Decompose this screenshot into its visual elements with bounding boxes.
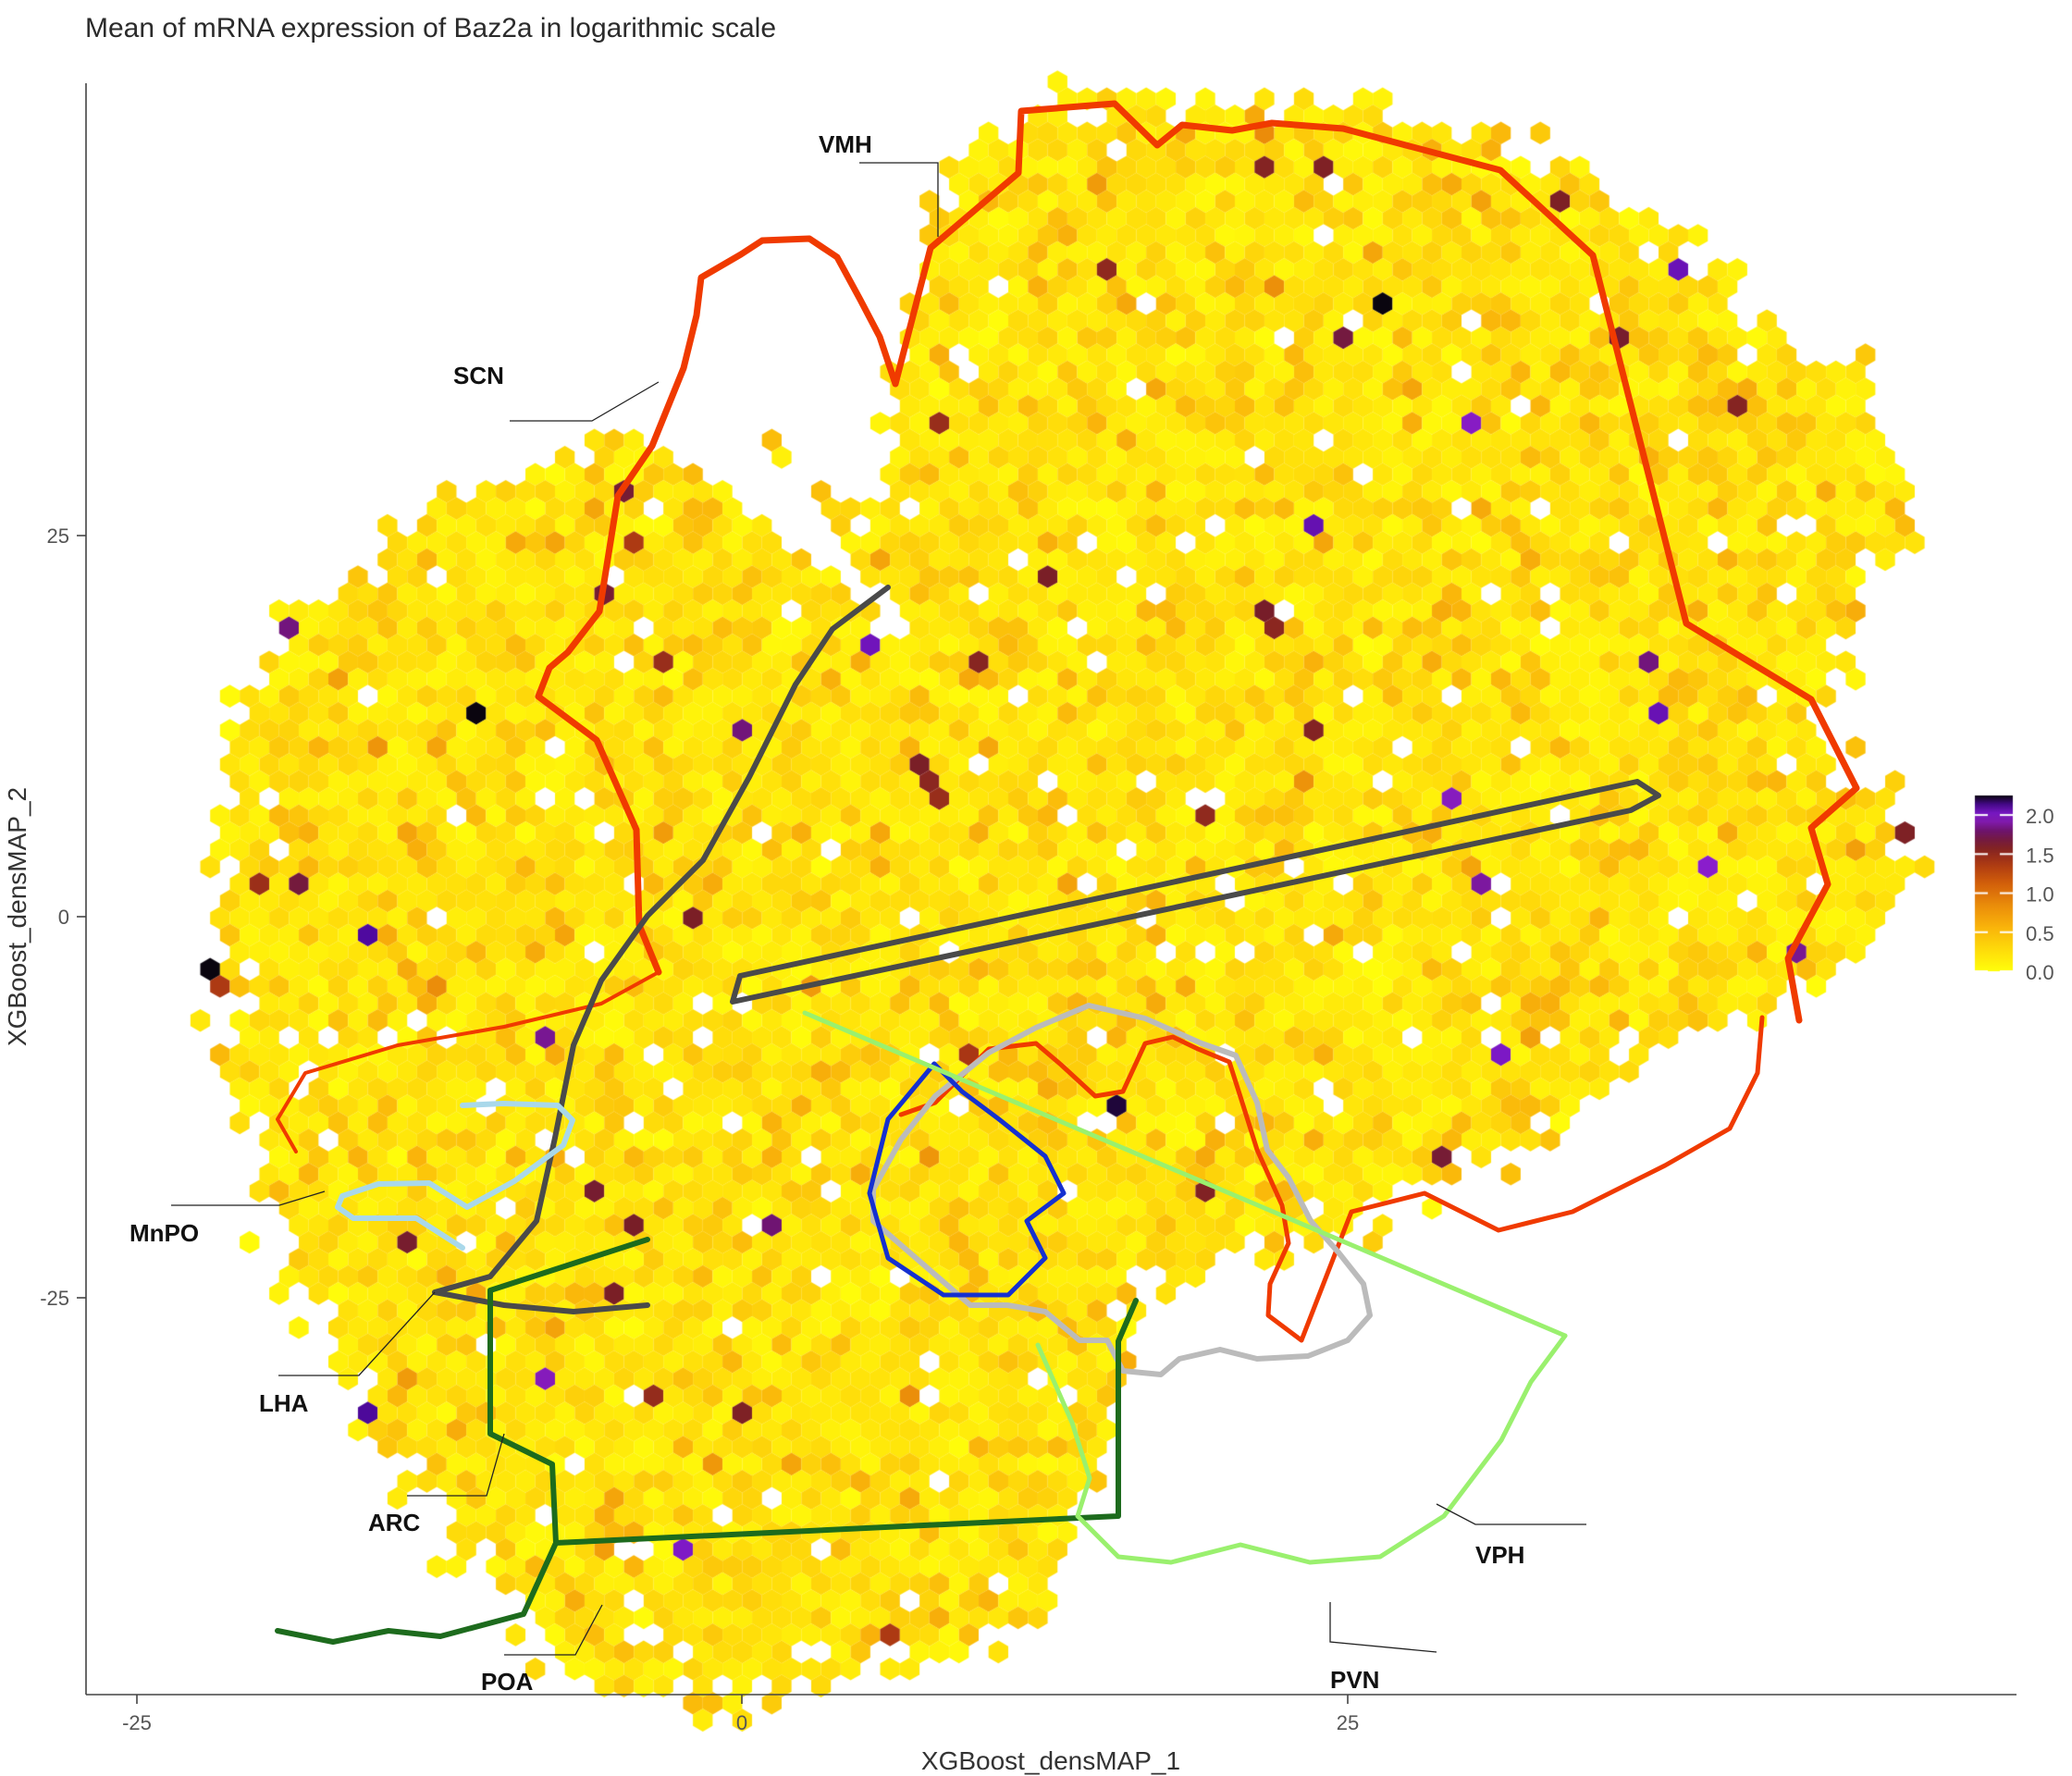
svg-text:XGBoost_densMAP_2: XGBoost_densMAP_2 bbox=[3, 787, 31, 1046]
svg-text:PVN: PVN bbox=[1330, 1666, 1379, 1694]
svg-text:0.5: 0.5 bbox=[2026, 922, 2054, 945]
svg-text:1.5: 1.5 bbox=[2026, 844, 2054, 867]
svg-text:-25: -25 bbox=[40, 1287, 69, 1310]
svg-text:VPH: VPH bbox=[1475, 1541, 1524, 1569]
svg-text:POA: POA bbox=[481, 1668, 534, 1696]
svg-text:MnPO: MnPO bbox=[130, 1219, 199, 1247]
svg-text:ARC: ARC bbox=[368, 1509, 421, 1536]
svg-text:25: 25 bbox=[1337, 1711, 1359, 1734]
svg-text:SCN: SCN bbox=[453, 362, 504, 389]
svg-text:1.0: 1.0 bbox=[2026, 883, 2054, 906]
svg-text:XGBoost_densMAP_1: XGBoost_densMAP_1 bbox=[921, 1746, 1180, 1775]
svg-text:2.0: 2.0 bbox=[2026, 805, 2054, 828]
svg-text:VMH: VMH bbox=[819, 130, 872, 158]
svg-text:-25: -25 bbox=[122, 1711, 152, 1734]
svg-text:LHA: LHA bbox=[259, 1389, 309, 1417]
svg-text:25: 25 bbox=[47, 524, 69, 548]
svg-text:0.0: 0.0 bbox=[2026, 961, 2054, 984]
svg-text:0: 0 bbox=[736, 1711, 747, 1734]
svg-text:0: 0 bbox=[58, 906, 69, 929]
